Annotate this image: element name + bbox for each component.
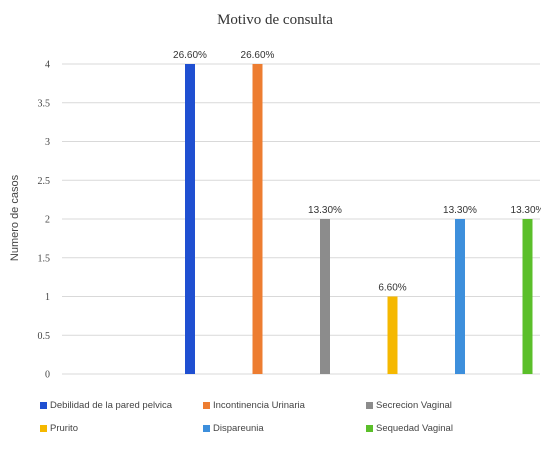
legend-item: Debilidad de la pared pelvica [40, 400, 203, 411]
data-label: 13.30% [308, 205, 342, 216]
y-tick-label: 0 [45, 370, 50, 381]
bar [387, 296, 398, 374]
legend-label: Sequedad Vaginal [376, 423, 453, 434]
y-tick-label: 2 [45, 215, 50, 226]
y-axis-label: Numero de casos [9, 174, 21, 261]
y-tick-label: 0.5 [38, 331, 51, 342]
data-labels: 26.60% 26.60% 13.30% 6.60% 13.30% 13.30% [173, 50, 541, 294]
legend-swatch [203, 425, 210, 432]
bar [455, 219, 465, 374]
legend-swatch [40, 402, 47, 409]
legend-item: Secrecion Vaginal [366, 400, 529, 411]
y-tick-label: 3 [45, 137, 50, 148]
bar-chart: Motivo de consulta Numero de casos 0 0.5 1… [9, 12, 541, 381]
legend-item: Sequedad Vaginal [366, 423, 529, 434]
y-tick-label: 1.5 [38, 253, 51, 264]
legend-swatch [203, 402, 210, 409]
legend-label: Prurito [50, 423, 78, 434]
legend-label: Dispareunia [213, 423, 264, 434]
legend: Debilidad de la pared pelvica Incontinenc… [40, 400, 530, 434]
bars [185, 64, 533, 374]
bar [522, 219, 533, 374]
y-axis-ticks: 0 0.5 1 1.5 2 2.5 3 3.5 4 [38, 60, 51, 381]
legend-item: Prurito [40, 423, 203, 434]
gridlines [62, 63, 540, 375]
bar [252, 64, 263, 374]
data-label: 6.60% [378, 283, 406, 294]
y-tick-label: 2.5 [38, 176, 51, 187]
legend-label: Incontinencia Urinaria [213, 400, 305, 411]
data-label: 26.60% [241, 50, 275, 61]
legend-swatch [366, 402, 373, 409]
y-tick-label: 1 [45, 292, 50, 303]
y-tick-label: 3.5 [38, 98, 51, 109]
y-tick-label: 4 [45, 60, 50, 71]
chart-title: Motivo de consulta [217, 12, 333, 28]
legend-swatch [366, 425, 373, 432]
legend-item: Dispareunia [203, 423, 366, 434]
legend-label: Debilidad de la pared pelvica [50, 400, 172, 411]
legend-item: Incontinencia Urinaria [203, 400, 366, 411]
bar [320, 219, 330, 374]
bar [185, 64, 195, 374]
data-label: 13.30% [511, 205, 541, 216]
legend-label: Secrecion Vaginal [376, 400, 452, 411]
legend-swatch [40, 425, 47, 432]
data-label: 13.30% [443, 205, 477, 216]
data-label: 26.60% [173, 50, 207, 61]
